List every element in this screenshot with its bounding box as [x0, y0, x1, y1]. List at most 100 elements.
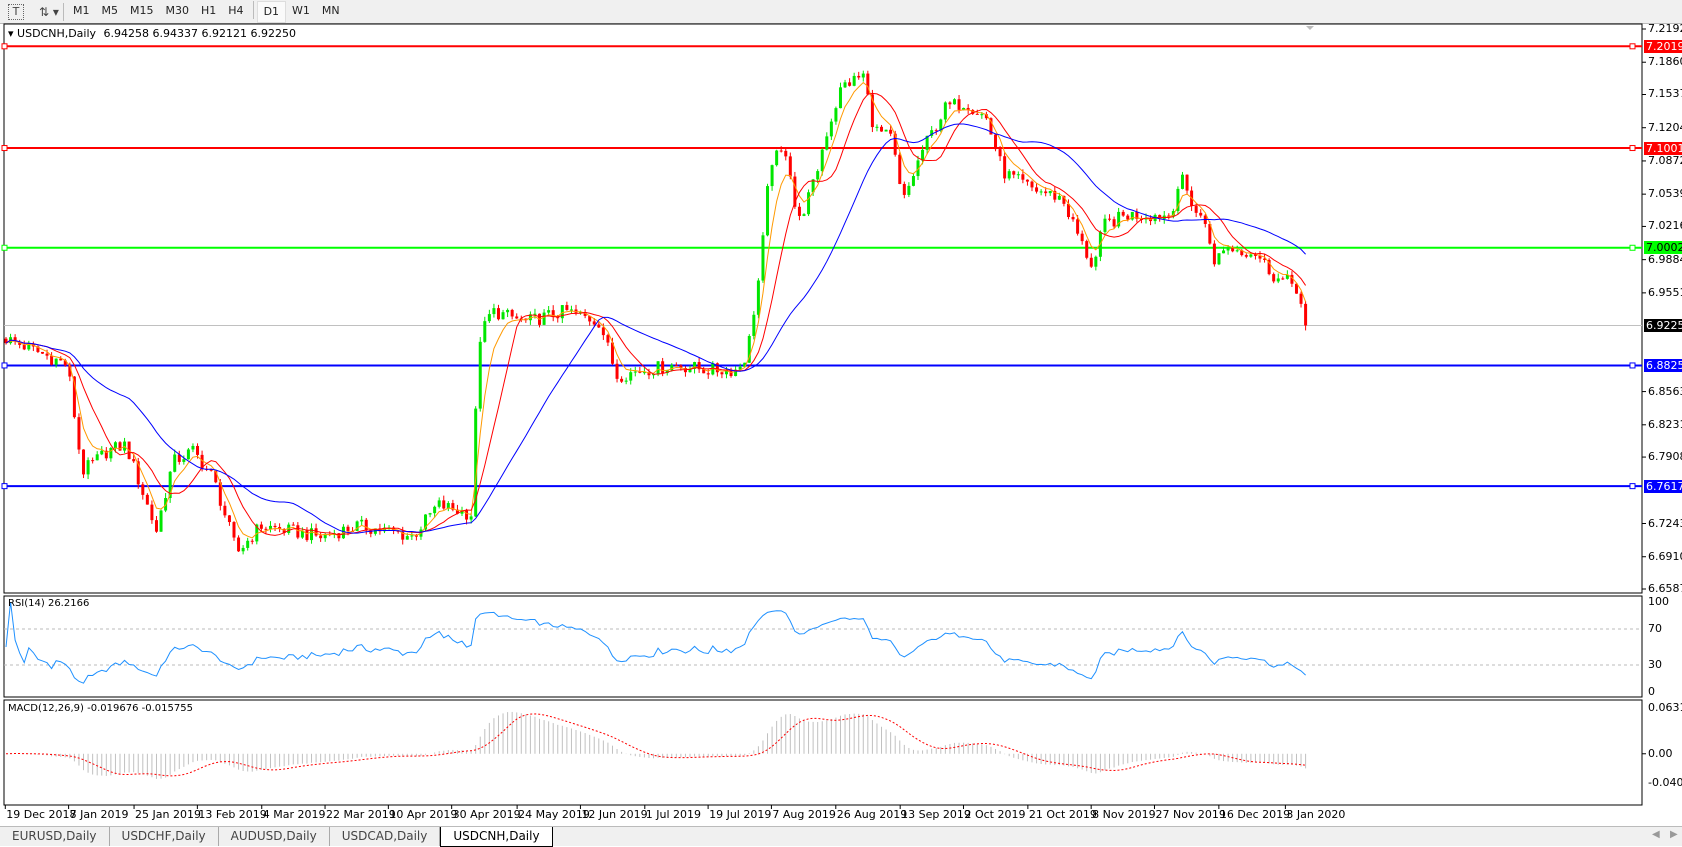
- rsi-tick-label: 0: [1648, 685, 1655, 698]
- objects-dropdown-icon[interactable]: ⇅ ▾: [39, 4, 59, 19]
- candle-body: [109, 447, 113, 459]
- timeframe-m30[interactable]: M30: [165, 3, 190, 17]
- text-tool-icon[interactable]: T: [8, 3, 24, 20]
- candle-body: [1226, 247, 1230, 251]
- candle-body: [364, 519, 368, 531]
- candle-body: [975, 113, 979, 115]
- candle-body: [1094, 256, 1098, 267]
- price-tick-label: 7.08720: [1648, 153, 1682, 167]
- line-handle: [1, 483, 8, 490]
- candle-body: [1053, 190, 1057, 200]
- price-tick-label: 7.12045: [1648, 120, 1682, 134]
- date-tick-label: 8 Nov 2019: [1092, 808, 1156, 821]
- candle-body: [1212, 243, 1216, 265]
- date-tick-label: 7 Jan 2019: [69, 808, 129, 821]
- candle-body: [196, 445, 200, 455]
- candle-body: [934, 130, 938, 132]
- scroll-right-icon[interactable]: ▶: [1670, 829, 1678, 840]
- candle-body: [1290, 274, 1294, 284]
- candle-body: [113, 442, 117, 448]
- candle-body: [310, 528, 314, 541]
- candle-body: [766, 186, 770, 236]
- candle-body: [1025, 179, 1029, 182]
- candle-body: [939, 119, 943, 131]
- tab-usdcad-daily[interactable]: USDCAD,Daily: [330, 827, 441, 846]
- candle-body: [1281, 278, 1285, 280]
- candle-body: [734, 369, 738, 377]
- candle-body: [770, 165, 774, 187]
- candle-body: [588, 315, 592, 322]
- timeframe-m15[interactable]: M15: [130, 3, 154, 17]
- candle-body: [724, 369, 728, 375]
- candle-body: [569, 309, 573, 311]
- candle-body: [72, 376, 76, 418]
- candle-body: [647, 372, 651, 376]
- candle-body: [957, 99, 961, 110]
- date-tick-label: 13 Feb 2019: [198, 808, 267, 821]
- date-tick-label: 13 Sep 2019: [901, 808, 971, 821]
- scroll-left-icon[interactable]: ◀: [1652, 829, 1660, 840]
- price-tick-label: 6.65875: [1648, 582, 1682, 595]
- timeframe-h1[interactable]: H1: [201, 3, 217, 17]
- candle-body: [966, 107, 970, 111]
- candle-body: [95, 454, 99, 461]
- toolbar-divider: [63, 2, 64, 21]
- tab-usdcnh-daily[interactable]: USDCNH,Daily: [440, 827, 553, 847]
- candle-body: [1048, 190, 1052, 194]
- candle-body: [624, 380, 628, 382]
- candle-body: [4, 338, 8, 344]
- candle-body: [209, 469, 213, 471]
- candle-body: [424, 514, 428, 530]
- candle-body: [63, 360, 67, 366]
- price-tick-label: 7.05395: [1648, 187, 1682, 201]
- candle-body: [661, 361, 665, 374]
- candle-body: [656, 361, 660, 375]
- candle-body: [104, 450, 108, 459]
- timeframe-m5[interactable]: M5: [101, 3, 119, 17]
- candle-body: [77, 417, 81, 450]
- ohlc-values: 6.94258 6.94337 6.92121 6.92250: [103, 27, 296, 40]
- candle-body: [788, 156, 792, 177]
- candle-body: [1285, 274, 1289, 279]
- candle-body: [1267, 259, 1271, 275]
- candle-body: [182, 459, 186, 462]
- candle-body: [314, 528, 318, 536]
- candle-body: [401, 531, 405, 540]
- candle-body: [638, 371, 642, 373]
- candle-body: [1299, 293, 1303, 304]
- tab-audusd-daily[interactable]: AUDUSD,Daily: [219, 827, 330, 846]
- candle-body: [1007, 171, 1011, 179]
- tab-usdchf-daily[interactable]: USDCHF,Daily: [110, 827, 219, 846]
- candle-body: [980, 114, 984, 116]
- timeframe-m1[interactable]: M1: [73, 3, 90, 17]
- candle-body: [177, 454, 181, 462]
- candle-body: [848, 82, 852, 86]
- candle-body: [1135, 211, 1139, 219]
- candle-body: [355, 521, 359, 531]
- timeframe-w1[interactable]: W1: [292, 3, 310, 17]
- chart-title: ▾ USDCNH,Daily 6.94258 6.94337 6.92121 6…: [8, 27, 296, 40]
- candle-body: [136, 461, 140, 485]
- timeframe-d1[interactable]: D1: [256, 0, 287, 23]
- candle-body: [319, 535, 323, 539]
- price-tick-label: 6.98840: [1648, 252, 1682, 266]
- candle-body: [1130, 211, 1134, 220]
- candle-body: [40, 351, 44, 354]
- candle-body: [911, 176, 915, 186]
- tab-eurusd-daily[interactable]: EURUSD,Daily: [0, 827, 110, 846]
- candle-body: [880, 126, 884, 132]
- candle-body: [1194, 206, 1198, 213]
- candle-body: [132, 459, 136, 462]
- collapse-triangle-icon[interactable]: ▾: [8, 27, 14, 40]
- candle-body: [1057, 195, 1061, 200]
- timeframe-mn[interactable]: MN: [321, 3, 340, 17]
- candle-body: [442, 500, 446, 509]
- timeframe-h4[interactable]: H4: [228, 3, 244, 17]
- rsi-tick-label: 100: [1648, 595, 1669, 608]
- candle-body: [232, 522, 236, 538]
- candle-body: [1062, 195, 1066, 204]
- candle-body: [902, 183, 906, 195]
- candle-body: [861, 73, 865, 78]
